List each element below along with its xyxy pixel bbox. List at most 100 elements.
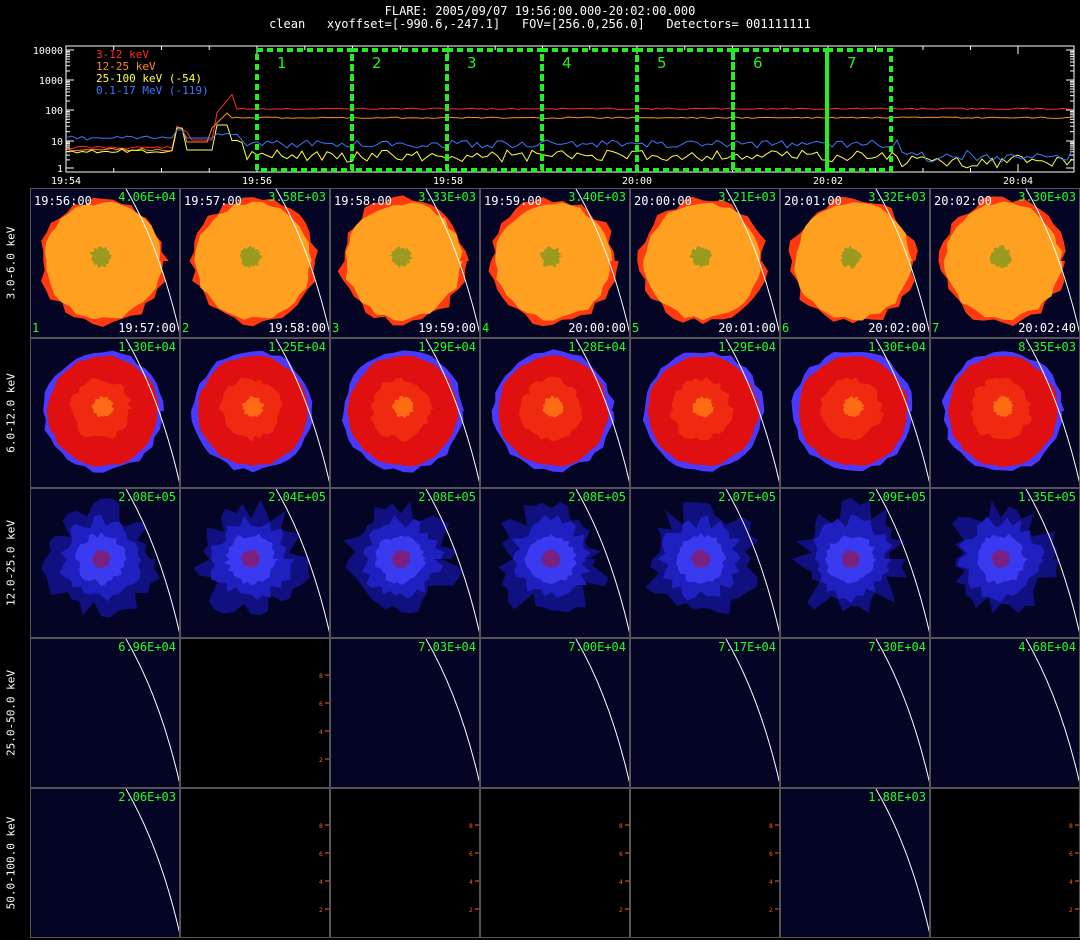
axis-tick-label: 2 xyxy=(319,907,323,914)
end-time-label: 20:02:00 xyxy=(868,321,926,335)
y-tick-label: 10000 xyxy=(33,46,63,57)
start-time-label: 20:02:00 xyxy=(934,194,992,208)
image-panel: 2 4 6 8 xyxy=(330,788,480,938)
x-tick-label: 19:54 xyxy=(51,176,81,187)
source-emission xyxy=(392,396,414,419)
panel-image xyxy=(875,639,929,783)
interval-box-7 xyxy=(825,48,893,172)
interval-box-1 xyxy=(255,48,354,172)
source-emission xyxy=(689,245,712,269)
source-emission xyxy=(989,245,1013,269)
x-tick-label: 19:58 xyxy=(433,176,463,187)
source-emission xyxy=(992,395,1014,418)
legend-item: 12-25 keV xyxy=(96,60,156,73)
interval-label: 4 xyxy=(562,54,572,72)
panel-image xyxy=(575,639,629,783)
image-panel: 2.08E+05 xyxy=(330,488,480,638)
peak-value-label: 3.30E+03 xyxy=(1018,190,1076,204)
panel-image xyxy=(725,639,779,783)
image-panel: 2 4 6 8 xyxy=(180,788,330,938)
image-panel: 1.30E+04 xyxy=(30,338,180,488)
image-panel: 2.06E+03 xyxy=(30,788,180,938)
y-tick-label: 10 xyxy=(51,137,63,148)
image-panel: 2.07E+05 xyxy=(630,488,780,638)
energy-band-label: 3.0-6.0 keV xyxy=(4,226,18,300)
energy-band-label: 25.0-50.0 keV xyxy=(4,669,18,757)
image-grid: 3.0-6.0 keV 6.0-12.0 keV 12.0-25.0 keV 25.0… xyxy=(0,188,1080,940)
image-panel: 19:56:00 4.06E+04 1 19:57:00 xyxy=(30,188,180,338)
interval-index-label: 6 xyxy=(782,321,790,335)
source-emission xyxy=(839,246,863,269)
peak-value-label: 7.17E+04 xyxy=(718,640,776,654)
source-emission xyxy=(841,549,861,569)
panel-image xyxy=(791,339,929,483)
peak-value-label: 2.07E+05 xyxy=(718,490,776,504)
limb-line xyxy=(125,639,179,783)
peak-value-label: 1.28E+04 xyxy=(568,340,626,354)
panel-image xyxy=(125,789,179,933)
limb-line xyxy=(875,339,929,483)
image-panel: 7.30E+04 xyxy=(780,638,930,788)
panel-image xyxy=(193,489,329,633)
limb-line xyxy=(725,339,779,483)
image-panel: 2 4 6 8 xyxy=(180,638,330,788)
image-panel: 1.88E+03 xyxy=(780,788,930,938)
panel-image: 2 4 6 8 xyxy=(319,673,329,764)
limb-line xyxy=(725,489,779,633)
interval-label: 3 xyxy=(467,54,477,72)
panel-image xyxy=(491,339,629,483)
limb-line xyxy=(425,339,479,483)
axis-tick-label: 8 xyxy=(319,673,323,680)
axis-tick-label: 4 xyxy=(469,879,473,886)
interval-index-label: 1 xyxy=(32,321,40,335)
limb-line xyxy=(425,639,479,783)
peak-value-label: 4.06E+04 xyxy=(118,190,176,204)
panel-image xyxy=(1025,639,1079,783)
peak-value-label: 2.08E+05 xyxy=(568,490,626,504)
limb-line xyxy=(425,489,479,633)
source-emission xyxy=(89,246,112,268)
limb-line xyxy=(125,489,179,633)
peak-value-label: 1.29E+04 xyxy=(418,340,476,354)
image-panel: 6.96E+04 xyxy=(30,638,180,788)
x-tick-label: 20:04 xyxy=(1003,176,1033,187)
source-emission xyxy=(239,245,263,269)
limb-line xyxy=(1025,339,1079,483)
peak-value-label: 2.08E+05 xyxy=(118,490,176,504)
panel-image xyxy=(938,189,1079,333)
panel-image xyxy=(343,489,479,633)
peak-value-label: 1.29E+04 xyxy=(718,340,776,354)
peak-value-label: 2.06E+03 xyxy=(118,790,176,804)
interval-index-label: 2 xyxy=(182,321,190,335)
start-time-label: 20:00:00 xyxy=(634,194,692,208)
end-time-label: 20:02:40 xyxy=(1018,321,1076,335)
panel-image: 2 4 6 8 xyxy=(319,823,329,914)
peak-value-label: 2.08E+05 xyxy=(418,490,476,504)
source-emission xyxy=(692,395,715,418)
limb-line xyxy=(275,189,329,333)
image-panel: 2 4 6 8 xyxy=(930,788,1080,938)
legend-item: 25-100 keV (-54) xyxy=(96,72,202,85)
limb-line xyxy=(1025,189,1079,333)
image-panel: 7.17E+04 xyxy=(630,638,780,788)
interval-index-label: 7 xyxy=(932,321,940,335)
interval-label: 7 xyxy=(847,54,857,72)
axis-tick-label: 6 xyxy=(769,851,773,858)
x-tick-label: 20:02 xyxy=(813,176,843,187)
limb-line xyxy=(125,339,179,483)
limb-line xyxy=(875,189,929,333)
interval-box-6 xyxy=(731,48,829,172)
y-tick-label: 100 xyxy=(45,106,63,117)
source-emission xyxy=(242,396,265,418)
axis-tick-label: 6 xyxy=(469,851,473,858)
limb-line xyxy=(1025,639,1079,783)
image-panel: 1.29E+04 xyxy=(630,338,780,488)
panel-image xyxy=(41,489,179,633)
peak-value-label: 3.33E+03 xyxy=(418,190,476,204)
energy-band-label: 50.0-100.0 keV xyxy=(4,816,18,910)
start-time-label: 19:57:00 xyxy=(184,194,242,208)
axis-tick-label: 2 xyxy=(769,907,773,914)
image-panel: 1.35E+05 xyxy=(930,488,1080,638)
peak-value-label: 1.30E+04 xyxy=(118,340,176,354)
